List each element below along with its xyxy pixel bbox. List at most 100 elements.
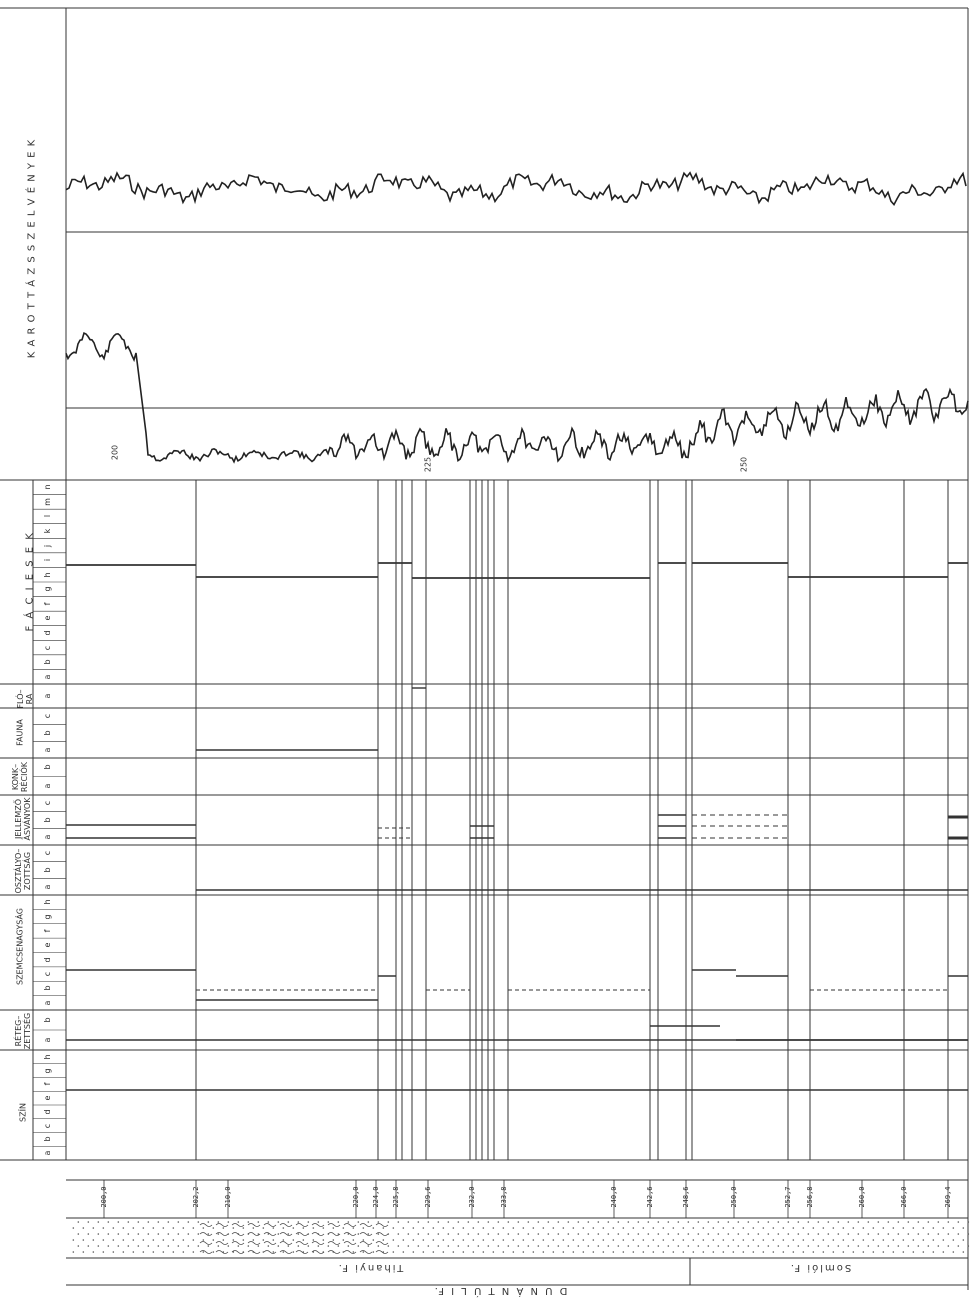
- lithology-dot: [857, 1233, 860, 1235]
- lithology-dot: [647, 1221, 650, 1223]
- letter-facies-a: a: [43, 674, 52, 680]
- lithology-dot: [187, 1245, 190, 1247]
- lithology-dot: [772, 1251, 775, 1253]
- lithology-wave: [247, 1232, 261, 1236]
- lithology-wave: [279, 1232, 293, 1236]
- lithology-wave: [295, 1223, 309, 1227]
- lithology-dot: [922, 1239, 925, 1241]
- letter-szin-c: c: [43, 1123, 52, 1128]
- lithology-dot: [522, 1251, 525, 1253]
- lithology-dot: [957, 1221, 960, 1223]
- lithology-dot: [762, 1239, 765, 1241]
- lithology-dot: [252, 1227, 255, 1229]
- lithology-dot: [817, 1245, 820, 1247]
- letter-szin-e: e: [43, 1095, 52, 1101]
- lithology-wave: [359, 1250, 373, 1254]
- lithology-dot: [527, 1221, 530, 1223]
- lithology-dot: [627, 1221, 630, 1223]
- lithology-dot: [707, 1221, 710, 1223]
- lithology-dot: [512, 1227, 515, 1229]
- lithology-dot: [432, 1227, 435, 1229]
- lithology-dot: [512, 1251, 515, 1253]
- lithology-dot: [532, 1239, 535, 1241]
- lithology-dot: [137, 1245, 140, 1247]
- lithology-dot: [387, 1245, 390, 1247]
- lithology-dot: [497, 1245, 500, 1247]
- lithology-dot: [212, 1227, 215, 1229]
- lithology-dot: [667, 1233, 670, 1235]
- lithology-dot: [852, 1227, 855, 1229]
- lithology-dot: [202, 1251, 205, 1253]
- lithology-dot: [897, 1221, 900, 1223]
- lithology-dot: [592, 1227, 595, 1229]
- depth-tick-label-6: 229,6: [424, 1186, 432, 1208]
- lithology-dot: [257, 1245, 260, 1247]
- lithology-dot: [747, 1245, 750, 1247]
- letter-jellemzo-a: a: [43, 834, 52, 840]
- lithology-dot: [82, 1251, 85, 1253]
- lithology-dot: [452, 1227, 455, 1229]
- lithology-dot: [537, 1221, 540, 1223]
- lithology-dot: [502, 1227, 505, 1229]
- lithology-dot: [747, 1221, 750, 1223]
- lithology-dot: [287, 1221, 290, 1223]
- lithology-dot: [262, 1227, 265, 1229]
- lithology-dot: [782, 1239, 785, 1241]
- lithology-dot: [182, 1251, 185, 1253]
- lithology-dot: [667, 1245, 670, 1247]
- lithology-dot: [752, 1239, 755, 1241]
- lithology-dot: [82, 1239, 85, 1241]
- lithology-dot: [507, 1245, 510, 1247]
- lithology-dot: [557, 1245, 560, 1247]
- lithology-dot: [932, 1227, 935, 1229]
- lithology-dot: [292, 1251, 295, 1253]
- lithology-dot: [702, 1239, 705, 1241]
- lithology-dot: [827, 1245, 830, 1247]
- lithology-dot: [267, 1245, 270, 1247]
- lithology-dot: [672, 1239, 675, 1241]
- lithology-dot: [572, 1239, 575, 1241]
- lithology-dot: [92, 1227, 95, 1229]
- lithology-dot: [802, 1251, 805, 1253]
- lithology-dot: [377, 1233, 380, 1235]
- lithology-dot: [632, 1239, 635, 1241]
- lithology-dot: [402, 1227, 405, 1229]
- letter-osztalyozottsag-b: b: [43, 867, 52, 873]
- lithology-dot: [882, 1251, 885, 1253]
- lithology-dot: [927, 1221, 930, 1223]
- lithology-dot: [882, 1239, 885, 1241]
- lithology-wave: [231, 1250, 245, 1254]
- lithology-dot: [172, 1239, 175, 1241]
- lithology-dot: [232, 1227, 235, 1229]
- depth-tick-label-4: 224,0: [372, 1186, 380, 1208]
- lithology-dot: [257, 1233, 260, 1235]
- lithology-dot: [277, 1245, 280, 1247]
- lithology-wave: [263, 1232, 277, 1236]
- lithology-wave: [279, 1223, 293, 1227]
- lithology-dot: [287, 1245, 290, 1247]
- lithology-dot: [492, 1251, 495, 1253]
- depth-tick-label-0: 200,0: [100, 1186, 108, 1208]
- lithology-dot: [522, 1239, 525, 1241]
- lithology-dot: [282, 1239, 285, 1241]
- lithology-dot: [877, 1245, 880, 1247]
- lithology-dot: [502, 1251, 505, 1253]
- lithology-dot: [127, 1233, 130, 1235]
- lithology-dot: [142, 1251, 145, 1253]
- lithology-dot: [77, 1221, 80, 1223]
- lithology-dot: [892, 1227, 895, 1229]
- lithology-dot: [772, 1227, 775, 1229]
- lithology-dot: [607, 1233, 610, 1235]
- lithology-dot: [432, 1251, 435, 1253]
- lithology-dot: [347, 1245, 350, 1247]
- lithology-dot: [302, 1239, 305, 1241]
- lithology-dot: [762, 1251, 765, 1253]
- lithology-dot: [117, 1221, 120, 1223]
- letter-szemcsenagysag-a: a: [43, 1000, 52, 1006]
- lithology-dot: [92, 1239, 95, 1241]
- lithology-dot: [587, 1233, 590, 1235]
- lithology-dot: [327, 1221, 330, 1223]
- lithology-dot: [302, 1227, 305, 1229]
- lithology-dot: [742, 1251, 745, 1253]
- lithology-dot: [737, 1221, 740, 1223]
